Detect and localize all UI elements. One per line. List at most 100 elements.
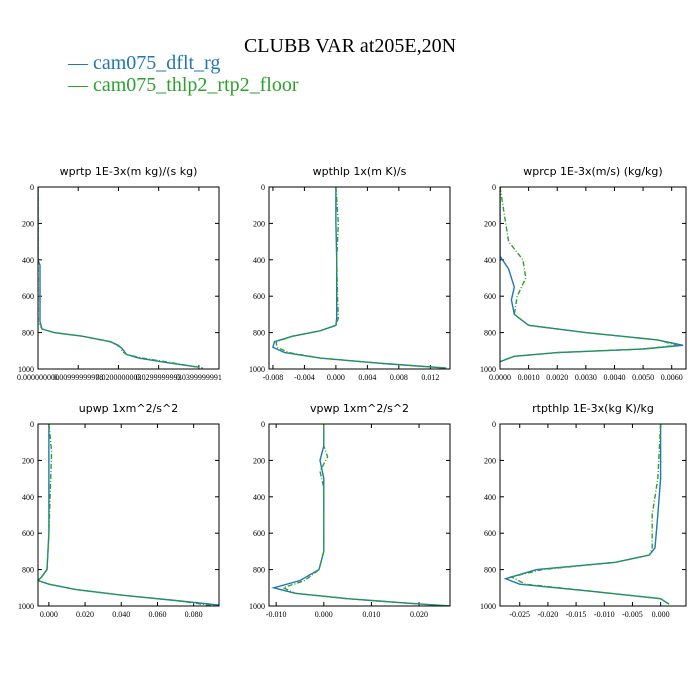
- y-tick-label: 400: [253, 256, 265, 265]
- series-line-dflt-rg: [38, 424, 219, 606]
- y-tick-label: 400: [484, 493, 496, 502]
- x-tick-label: 0.012: [421, 373, 439, 382]
- y-tick-label: 1000: [249, 365, 265, 374]
- x-tick-label: 0.000: [315, 610, 333, 619]
- y-tick-label: 800: [253, 566, 265, 575]
- x-tick-label: -0.010: [266, 610, 287, 619]
- x-tick-label: 0.010: [362, 610, 380, 619]
- panel-6: rtpthlp 1E-3x(kg K)/kg 0 200 400 600 800 1000 -…: [480, 402, 687, 619]
- legend-entry-1: — cam075_dflt_rg: [67, 52, 220, 74]
- y-tick-label: 0: [30, 183, 34, 192]
- y-tick-label: 0: [261, 183, 265, 192]
- y-tick-label: 800: [253, 329, 265, 338]
- y-tick-label: 600: [484, 292, 496, 301]
- series-line-thlp2-rtp2-floor: [275, 187, 448, 369]
- x-tick-label: 0.00999999978: [53, 373, 103, 382]
- x-tick-label: 0.020: [76, 610, 94, 619]
- plot-frame: [268, 423, 451, 607]
- x-tick-label: -0.004: [294, 373, 315, 382]
- y-tick-label: 0: [30, 420, 34, 429]
- x-tick-label: -0.005: [622, 610, 643, 619]
- y-tick-label: 400: [22, 493, 34, 502]
- y-tick-label: 600: [253, 292, 265, 301]
- x-tick-label: 0.080: [185, 610, 203, 619]
- y-tick-label: 1000: [18, 365, 34, 374]
- x-tick-label: 0.000: [40, 610, 58, 619]
- y-tick-label: 400: [484, 256, 496, 265]
- y-tick-label: 1000: [249, 602, 265, 611]
- legend-entry-2: — cam075_thlp2_rtp2_floor: [67, 74, 299, 96]
- x-tick-label: 0.000000000: [17, 373, 59, 382]
- x-tick-label: -0.020: [538, 610, 559, 619]
- panel-title: wprtp 1E-3x(m kg)/(s kg): [60, 165, 198, 178]
- y-tick-label: 200: [484, 219, 496, 228]
- series-line-dflt-rg: [272, 187, 447, 369]
- series-line-dflt-rg: [38, 187, 199, 368]
- x-tick-label: 0.0399999991: [176, 373, 222, 382]
- y-tick-label: 600: [484, 529, 496, 538]
- plot-frame: [499, 186, 687, 370]
- y-tick-label: 600: [22, 292, 34, 301]
- y-tick-label: 1000: [18, 602, 34, 611]
- panel-title: wprcp 1E-3x(m/s) (kg/kg): [523, 165, 662, 178]
- panel-1: wprtp 1E-3x(m kg)/(s kg) 0 200 400 600 800 100…: [17, 165, 222, 382]
- series-line-dflt-rg: [271, 424, 450, 606]
- series-line-dflt-rg: [500, 187, 684, 363]
- y-tick-label: 0: [261, 420, 265, 429]
- x-tick-label: 0.0200000003: [95, 373, 141, 382]
- x-tick-label: 0.060: [148, 610, 166, 619]
- legend: — cam075_dflt_rg — cam075_thlp2_rtp2_flo…: [67, 52, 299, 96]
- x-tick-label: 0.0000: [489, 373, 511, 382]
- figure-title: CLUBB VAR at205E,20N: [244, 35, 456, 57]
- x-tick-label: 0.0040: [603, 373, 625, 382]
- x-tick-label: 0.0299999993: [136, 373, 182, 382]
- y-tick-label: 200: [22, 219, 34, 228]
- plot-frame: [37, 186, 220, 370]
- x-tick-label: -0.008: [263, 373, 284, 382]
- panel-title: upwp 1xm^2/s^2: [79, 402, 179, 415]
- panel-3: wprcp 1E-3x(m/s) (kg/kg) 0 200 400 600 800 100…: [480, 165, 687, 382]
- y-tick-label: 400: [253, 493, 265, 502]
- y-tick-label: 1000: [480, 602, 496, 611]
- x-tick-label: 0.020: [410, 610, 428, 619]
- y-tick-label: 0: [492, 420, 496, 429]
- y-tick-label: 600: [253, 529, 265, 538]
- plot-frame: [499, 423, 687, 607]
- x-tick-label: 0.0060: [661, 373, 683, 382]
- y-tick-label: 800: [484, 566, 496, 575]
- panel-title: wpthlp 1x(m K)/s: [313, 165, 407, 178]
- y-tick-label: 200: [253, 456, 265, 465]
- series-line-thlp2-rtp2-floor: [509, 424, 670, 605]
- y-tick-label: 600: [22, 529, 34, 538]
- y-tick-label: 0: [492, 183, 496, 192]
- y-tick-label: 800: [22, 329, 34, 338]
- series-line-thlp2-rtp2-floor: [38, 187, 204, 369]
- series-line-thlp2-rtp2-floor: [500, 187, 678, 363]
- x-tick-label: 0.0010: [518, 373, 540, 382]
- x-tick-label: -0.025: [509, 610, 530, 619]
- plot-frame: [37, 423, 220, 607]
- panel-title: rtpthlp 1E-3x(kg K)/kg: [532, 402, 654, 415]
- panel-2: wpthlp 1x(m K)/s 0 200 400 600 800 1000-0.008 -…: [249, 165, 451, 382]
- x-tick-label: 0.0050: [632, 373, 654, 382]
- y-tick-label: 1000: [480, 365, 496, 374]
- y-tick-label: 800: [484, 329, 496, 338]
- x-tick-label: -0.015: [566, 610, 587, 619]
- series-line-dflt-rg: [503, 424, 670, 605]
- y-tick-label: 400: [22, 256, 34, 265]
- x-tick-label: 0.004: [358, 373, 376, 382]
- x-tick-label: 0.008: [390, 373, 408, 382]
- y-tick-label: 200: [22, 456, 34, 465]
- plot-frame: [268, 186, 451, 370]
- x-tick-label: 0.000: [327, 373, 345, 382]
- panel-title: vpwp 1xm^2/s^2: [310, 402, 409, 415]
- x-tick-label: 0.000: [652, 610, 670, 619]
- series-line-thlp2-rtp2-floor: [38, 424, 216, 606]
- panel-5: vpwp 1xm^2/s^2 0 200 400 600 800 1000-0.010 0.0…: [249, 402, 451, 619]
- chart-panels: wprtp 1E-3x(m kg)/(s kg) 0 200 400 600 800 100…: [17, 165, 687, 619]
- series-line-thlp2-rtp2-floor: [281, 424, 448, 606]
- y-tick-label: 200: [484, 456, 496, 465]
- x-tick-label: 0.0020: [546, 373, 568, 382]
- x-tick-label: 0.0030: [575, 373, 597, 382]
